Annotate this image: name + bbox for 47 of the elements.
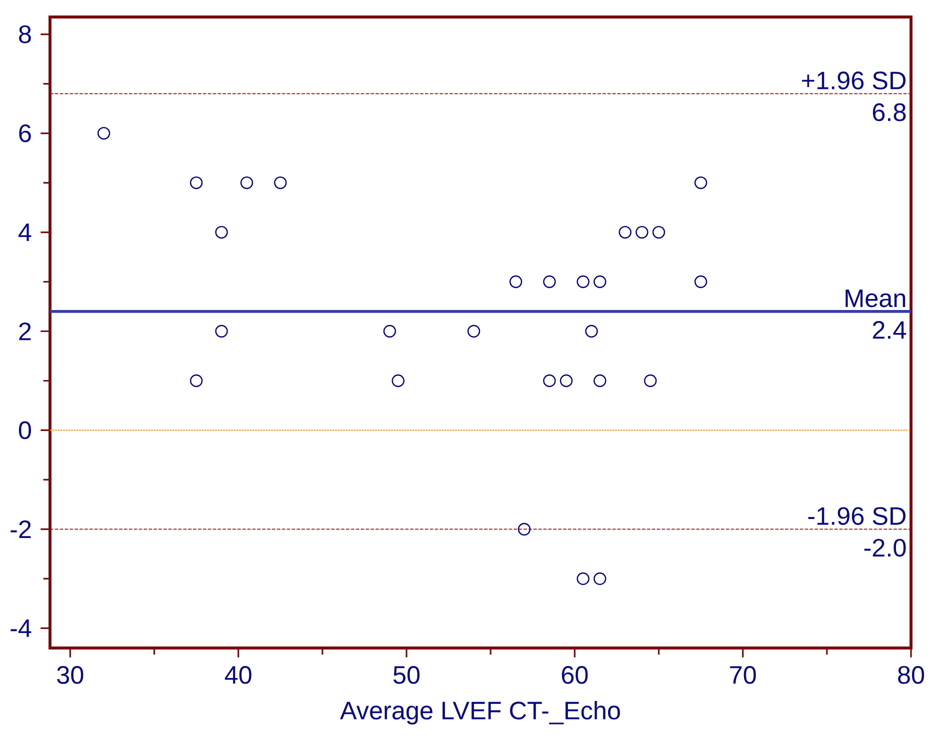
point xyxy=(594,275,606,288)
point xyxy=(215,226,228,239)
point xyxy=(576,572,590,586)
point xyxy=(652,226,666,239)
y-tick-label: 0 xyxy=(18,421,31,440)
y-tick-label: 2 xyxy=(19,322,31,340)
point xyxy=(518,522,531,536)
point xyxy=(594,572,606,586)
point xyxy=(190,176,203,190)
point xyxy=(97,126,110,140)
point xyxy=(543,374,556,388)
point xyxy=(644,374,657,388)
annotation: -2.0 xyxy=(864,538,906,557)
x-axis-title: Average LVEF CT-_Echo xyxy=(340,700,620,724)
annotation: 2.4 xyxy=(872,321,906,339)
point xyxy=(383,324,396,338)
y-tick-label: -4 xyxy=(10,620,32,637)
x-tick-label: 70 xyxy=(730,666,756,684)
point xyxy=(560,374,573,388)
y-tick-label: 6 xyxy=(19,124,31,142)
point xyxy=(694,275,708,288)
point xyxy=(543,275,556,288)
ref-line-label: Mean xyxy=(846,290,906,308)
point xyxy=(392,374,404,388)
x-tick-label: 60 xyxy=(562,666,588,684)
point xyxy=(467,324,480,338)
ref-line-label: -1.96 SD xyxy=(808,507,906,525)
point xyxy=(215,324,228,338)
ref-line-label: +1.96 SD xyxy=(802,72,906,90)
y-tick-label: -2 xyxy=(10,520,31,538)
point xyxy=(274,176,287,190)
x-tick-label: 40 xyxy=(224,666,252,684)
point xyxy=(636,226,648,239)
x-tick-label: 30 xyxy=(57,666,84,684)
y-tick-label: 8 xyxy=(19,25,31,44)
point xyxy=(585,324,598,338)
y-tick-label: 4 xyxy=(18,224,32,241)
point xyxy=(509,275,522,288)
point xyxy=(576,275,590,288)
annotation: 6.8 xyxy=(872,103,906,122)
point xyxy=(190,374,203,388)
x-tick-label: 80 xyxy=(898,666,924,684)
point xyxy=(618,226,632,239)
point xyxy=(694,176,708,190)
point xyxy=(594,374,606,388)
x-tick-label: 50 xyxy=(393,666,420,684)
point xyxy=(240,176,254,190)
